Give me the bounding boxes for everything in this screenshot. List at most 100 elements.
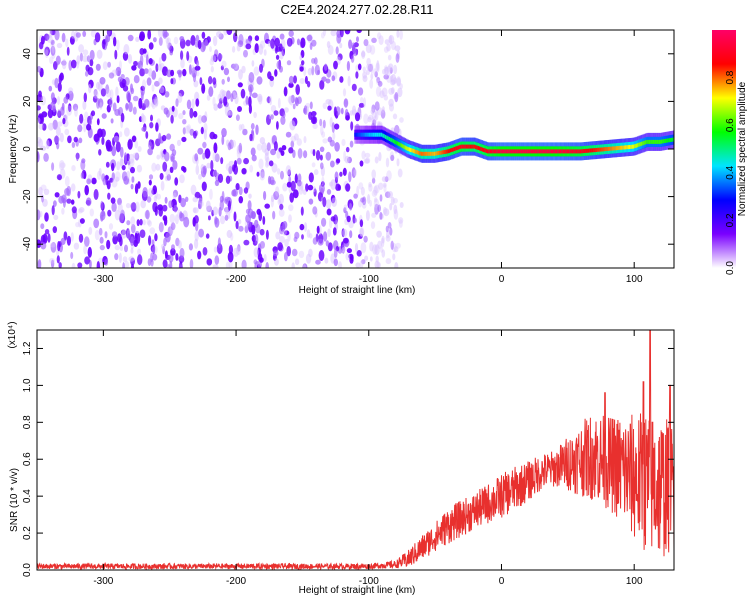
spectrogram-cell [350,255,354,261]
spectrogram-cell [93,89,98,96]
spectrogram-cell [358,102,365,108]
spectrogram-cell [349,140,354,148]
spectrogram-cell [115,141,121,153]
spectrogram-cell [132,95,139,102]
x-tick-label: -200 [226,576,246,587]
spectrogram-cell [349,202,352,209]
spectrogram-cell [404,145,408,150]
spectrogram-cell [212,35,218,47]
spectrogram-cell [270,194,275,203]
spectrogram-cell [90,110,96,117]
spectrogram-cell [152,201,158,213]
spectrogram-cell [175,253,179,261]
spectrogram-cell [158,77,163,85]
spectrogram-cell [131,263,134,268]
spectrogram-cell [56,42,63,49]
spectrogram-cell [83,123,87,133]
spectrogram-cell [50,242,56,248]
spectrogram-cell [274,258,279,266]
spectrogram-cell [245,38,252,45]
spectrogram-cell [39,41,44,50]
spectrogram-cell [361,51,366,58]
spectrogram-cell [308,172,314,183]
spectrogram-cell [546,149,550,154]
spectrogram-cell [112,102,117,112]
spectrogram-cell [128,153,135,164]
snr-y-label: SNR (10 * v/v) [9,468,20,532]
spectrogram-cell [393,204,398,215]
spectrogram-cell [78,233,84,243]
spectrogram-cell [390,196,395,206]
spectrogram-cell [109,89,114,100]
spectrogram-cell [339,30,344,38]
spectrogram-cell [141,126,147,132]
spectrogram-cell [294,173,298,184]
spectrogram-cell [142,219,146,226]
spectrogram-cell [390,87,395,94]
spectrogram-cell [615,146,619,151]
spectrogram-cell [88,83,92,94]
spectrogram-cell [180,50,184,61]
spectrogram-cell [213,246,218,253]
spectrogram-cell [374,109,379,121]
spectrogram-cell [380,132,384,137]
spectrogram-cell [224,196,231,202]
spectrogram-cell [126,229,131,240]
spectrogram-cell [130,202,136,210]
spectrogram-cell [133,60,138,67]
spectrogram-cell [49,56,54,64]
spectrogram-cell [258,158,264,170]
spectrogram-cell [225,175,231,184]
spectrogram-cell [483,148,486,152]
spectrogram-cell [220,157,224,165]
spectrogram-cell [387,54,392,61]
spectrogram-cell [202,165,207,175]
spectrogram-cell [110,118,114,124]
spectrogram-cell [465,144,469,149]
spectrogram-cell [226,229,233,239]
spectrogram-cell [86,178,92,185]
spectrogram-cell [310,115,317,125]
spectrogram-cell [283,86,288,97]
spectrogram-cell [78,207,85,213]
spectrogram-cell [148,67,153,77]
spectrogram-cell [251,92,258,99]
spectrogram-cell [528,149,531,154]
spectrogram-cell [195,34,200,43]
spectrogram-cell [194,238,199,249]
spectrogram-cell [392,253,396,261]
spectrogram-cell [119,131,123,138]
spectrogram-cell [639,142,643,147]
spectrogram-cell [116,161,121,171]
spectrogram-cell [263,190,267,201]
spectrogram-cell [256,171,260,177]
spectrogram-cell [221,90,227,97]
spectrogram-cell [245,95,249,106]
spectrogram-cell [163,237,167,247]
spectrogram-cell [286,37,293,47]
spectrogram-cell [42,233,48,244]
spectrogram-cell [393,246,399,253]
spectrogram-cell [208,86,214,97]
spectrogram-cell [374,260,380,268]
spectrogram-cell [311,162,316,168]
spectrogram-cell [154,233,158,242]
spectrogram-cell [251,211,256,220]
spectrogram-cell [371,212,377,218]
spectrogram-cell [55,55,61,65]
spectrogram-cell [332,132,336,141]
spectrogram-cell [399,219,403,228]
spectrogram-cell [194,230,199,242]
spectrogram-cell [194,191,201,199]
spectrogram-cell [635,143,639,148]
spectrogram-cell [331,197,338,207]
spectrogram-cell [383,46,389,53]
spectrogram-cell [312,123,318,130]
spectrogram-cell [253,111,257,119]
spectrogram-cell [363,39,369,47]
spectrogram-cell [178,264,183,268]
spectrogram-cell [279,226,285,235]
spectrogram-cell [290,180,296,192]
spectrogram-cell [266,96,272,104]
spectrogram-cell [453,147,457,151]
